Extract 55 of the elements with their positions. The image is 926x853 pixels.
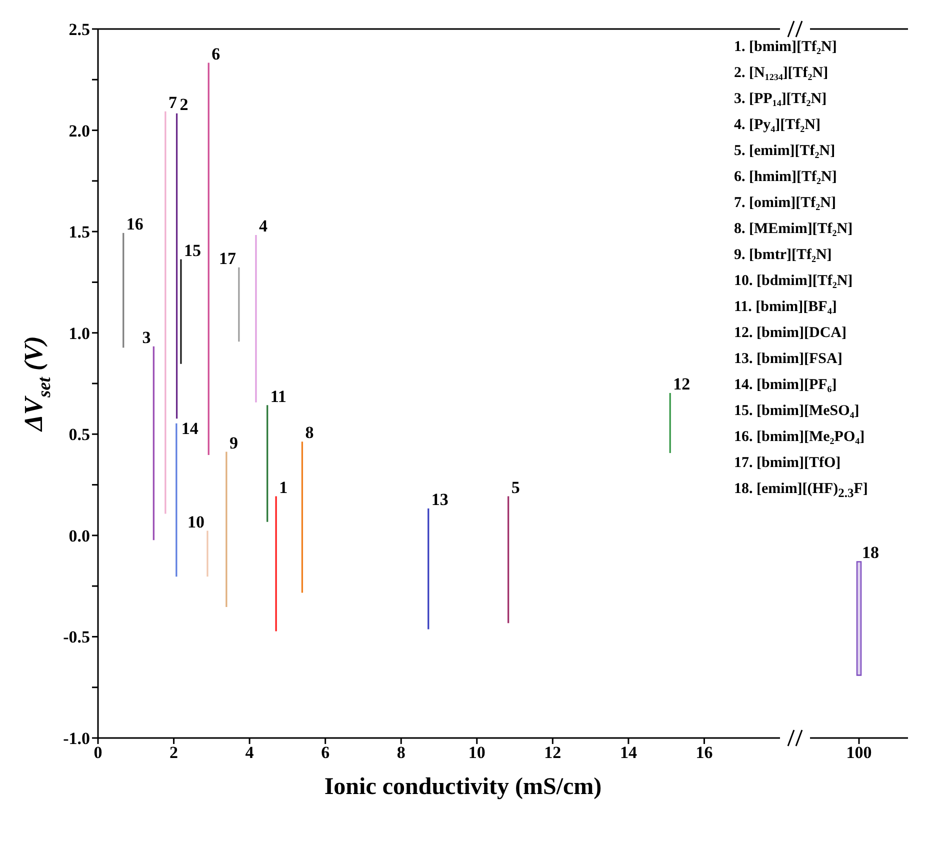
x-tick-label: 16 [696, 743, 713, 762]
annotation: 10. [bdmim][Tf₂N] [734, 272, 854, 291]
annotation: 8 [305, 423, 314, 442]
annotation: 9. [bmtr][Tf₂N] [734, 246, 833, 265]
annotation: 13. [bmim][FSA] [734, 350, 844, 369]
annotation: 3. [PP₁₄][Tf₂N] [734, 90, 828, 109]
annotation: 4 [258, 216, 268, 236]
annotation: 16. [bmim][Me₂PO₄] [734, 428, 866, 447]
annotation: 2 [180, 95, 188, 114]
x-tick-label: 6 [321, 743, 330, 762]
annotation: 12. [bmim][DCA] [734, 324, 848, 343]
annotation: 3 [142, 328, 151, 348]
annotation: 18 [862, 542, 879, 562]
annotation: 6 [212, 44, 220, 64]
x-tick-label: 100 [846, 743, 872, 762]
annotation: 13 [431, 490, 448, 510]
y-tick-label: 1.0 [68, 324, 90, 343]
annotation: 9 [229, 433, 238, 452]
y-tick-label: -0.5 [63, 628, 90, 647]
annotation: 14. [bmim][PF₆] [734, 376, 838, 395]
annotation: 7 [168, 93, 178, 112]
x-tick-label: 8 [396, 743, 406, 762]
annotation: 4. [Py₄][Tf₂N] [734, 116, 822, 135]
annotation: 17 [218, 249, 236, 268]
annotation: 10 [188, 512, 204, 532]
x-tick-label: 10 [468, 743, 486, 762]
annotation: 16 [126, 214, 144, 234]
annotation: 6. [hmim][Tf₂N] [734, 168, 838, 187]
annotation: 8. [MEmim][Tf₂N] [734, 220, 854, 239]
annotation: 15 [184, 240, 201, 260]
annotation: 12 [673, 374, 690, 394]
annotation: 17. [bmim][TfO] [734, 454, 842, 473]
annotation: 14 [181, 419, 199, 438]
y-tick-label: 0.5 [68, 425, 90, 444]
y-tick-label: 2.5 [68, 20, 90, 40]
annotation: 5. [emim][Tf₂N] [734, 142, 836, 161]
annotation: 1. [bmim][Tf₂N] [734, 38, 838, 57]
annotation: 15. [bmim][MeSO₄] [734, 402, 860, 421]
x-tick-label: 0 [94, 743, 102, 762]
annotation: 7. [omim][Tf₂N] [734, 194, 837, 213]
y-tick-label: 2.0 [68, 121, 90, 140]
x-tick-label: 4 [245, 743, 254, 762]
annotation: 11. [bmim][BF₄] [734, 298, 838, 317]
x-tick-label: 12 [544, 743, 562, 762]
y-tick-label: 1.5 [68, 222, 90, 242]
annotation: 11 [270, 386, 286, 406]
x-tick-label: 2 [170, 743, 178, 762]
annotation: 5 [511, 478, 520, 497]
annotation: 1 [279, 478, 288, 497]
x-axis-title: Ionic conductivity (mS/cm) [323, 774, 603, 801]
y-tick-label: -1.0 [63, 729, 90, 748]
x-tick-label: 14 [620, 743, 638, 762]
annotation: 2. [N₁₂₃₄][Tf₂N] [734, 64, 830, 83]
annotation: 18. [emim][(HF)$_{2.3}$F] [734, 480, 868, 502]
y-tick-label: 0.0 [68, 526, 90, 546]
